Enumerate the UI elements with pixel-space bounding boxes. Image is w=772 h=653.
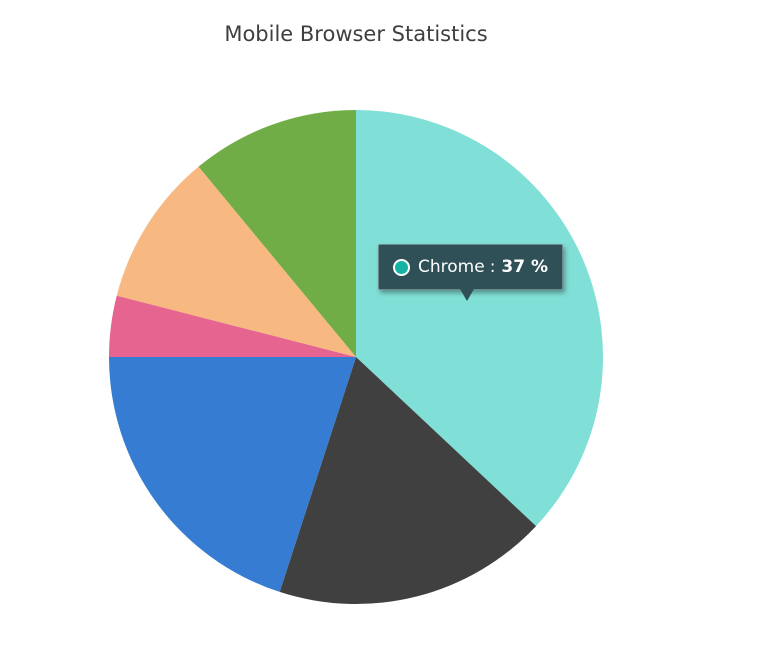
pie-slice-chrome[interactable]	[356, 110, 604, 527]
chart-title: Mobile Browser Statistics	[224, 22, 488, 46]
tooltip-value: 37 %	[501, 257, 549, 277]
pie-slice-2[interactable]	[279, 357, 537, 605]
pie-slice-6[interactable]	[198, 110, 356, 357]
pie-slice-4[interactable]	[109, 295, 356, 357]
pie-slices	[109, 110, 604, 605]
tooltip-separator: :	[489, 257, 496, 277]
tooltip-marker-icon	[393, 258, 410, 276]
tooltip-label: Chrome	[418, 257, 485, 277]
chart-tooltip: Chrome : 37 %	[378, 244, 564, 301]
pie-slice-3[interactable]	[109, 357, 356, 592]
tooltip-arrow	[460, 289, 474, 301]
pie-slice-5[interactable]	[116, 166, 356, 357]
